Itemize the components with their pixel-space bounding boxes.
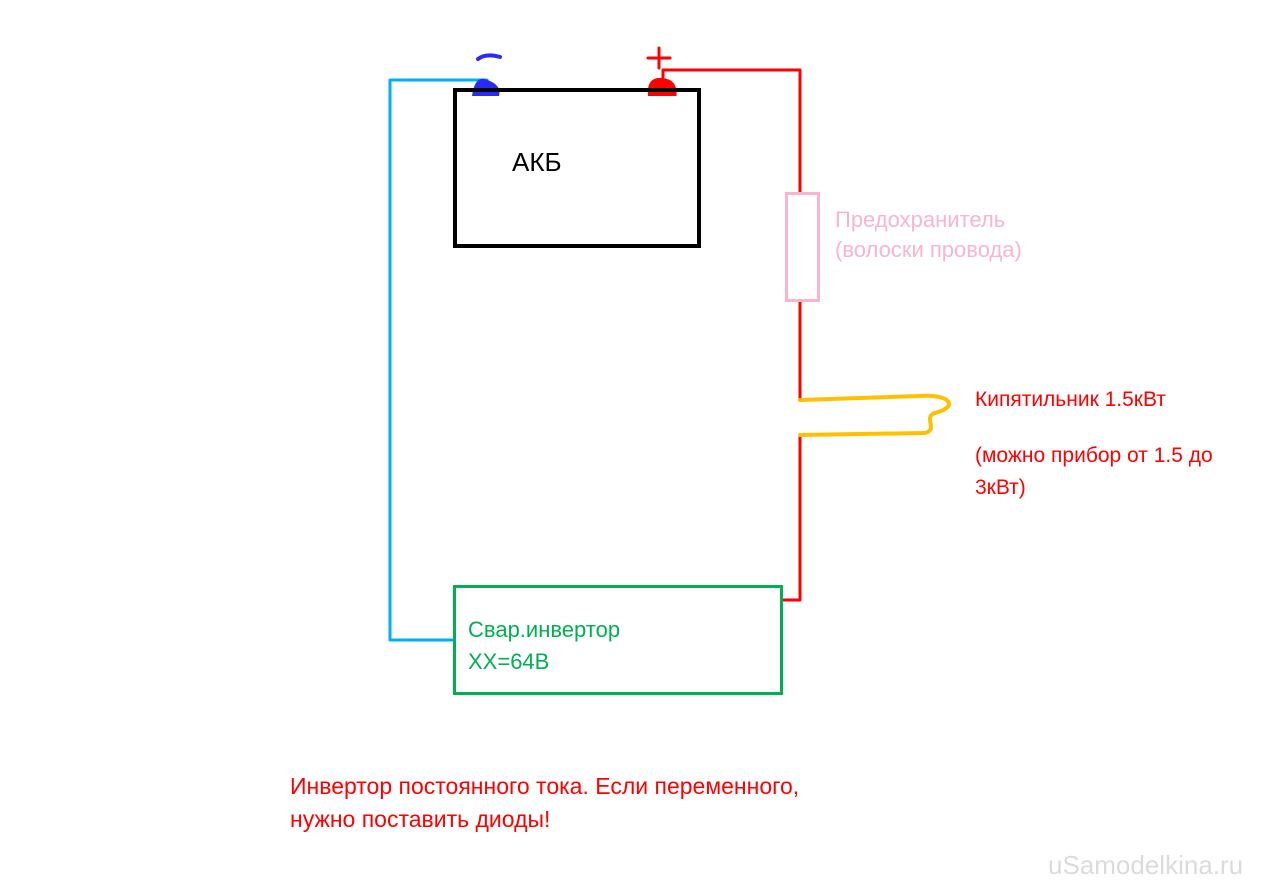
heater-sublabel: (можно прибор от 1.5 до 3кВт)	[975, 440, 1225, 503]
fuse-label: Предохранитель (волоски провода)	[835, 205, 1022, 264]
plus-mark-icon	[648, 48, 670, 68]
heater-icon	[800, 396, 949, 435]
battery-label: АКБ	[512, 147, 562, 178]
wire-positive-bottom	[783, 435, 800, 600]
note-text: Инвертор постоянного тока. Если переменн…	[290, 770, 799, 837]
minus-mark-icon	[478, 55, 500, 59]
watermark: uSamodelkina.ru	[1048, 850, 1243, 881]
inverter-box: Свар.инвертор ХХ=64В	[453, 585, 783, 695]
battery-box: АКБ	[453, 88, 701, 248]
fuse-box	[785, 192, 820, 302]
inverter-label: Свар.инвертор ХХ=64В	[468, 617, 620, 674]
circuit-diagram: АКБ Предохранитель (волоски провода) Кип…	[0, 0, 1271, 881]
heater-label: Кипятильник 1.5кВт	[975, 388, 1166, 412]
